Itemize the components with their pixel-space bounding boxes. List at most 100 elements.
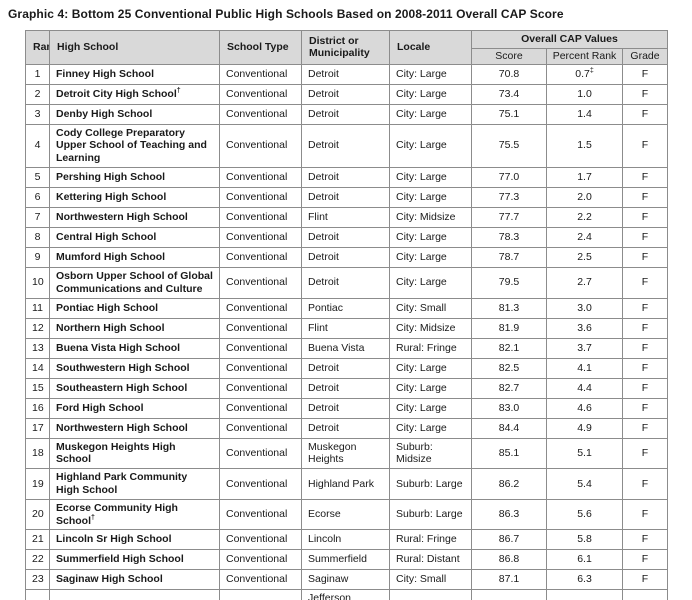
score-cell: 78.3	[471, 226, 547, 248]
percent-rank-cell: 4.9	[546, 417, 623, 439]
table-row: 12 Northern High School Conventional Fli…	[25, 317, 668, 339]
school-name-cell: Lincoln Sr High School	[49, 529, 220, 551]
grade-cell: F	[622, 317, 668, 339]
score-cell: 86.2	[471, 468, 547, 500]
locale-cell: City: Small	[389, 569, 472, 591]
grade-cell: F	[622, 498, 668, 531]
percent-rank-cell: 1.4	[546, 103, 623, 125]
percent-rank-value: 2.5	[577, 251, 592, 264]
percent-rank-cell: 6.1	[546, 549, 623, 571]
school-name: Lincoln Sr High School	[56, 533, 172, 546]
rank-cell: 12	[25, 317, 50, 339]
grade-cell: F	[622, 437, 668, 470]
table-row: 2 Detroit City High School† Conventional…	[25, 83, 668, 105]
school-name: Southeastern High School	[56, 381, 188, 394]
percent-rank-value: 2.0	[577, 191, 592, 204]
score-cell: 78.7	[471, 246, 547, 268]
school-name-cell: Osborn Upper School of Global Communicat…	[49, 266, 220, 299]
table-row: 5 Pershing High School Conventional Detr…	[25, 166, 668, 188]
grade-cell: F	[622, 357, 668, 379]
score-cell: 84.4	[471, 417, 547, 439]
grade-cell: F	[622, 206, 668, 228]
percent-rank-cell: 3.6	[546, 317, 623, 339]
district-cell: Detroit	[301, 417, 390, 439]
percent-rank-value: 5.4	[577, 477, 592, 490]
grade-cell: F	[622, 377, 668, 399]
school-type-cell: Conventional	[219, 357, 302, 379]
table-row: 17 Northwestern High School Conventional…	[25, 417, 668, 439]
percent-rank-value: 4.6	[577, 401, 592, 414]
table-row: 9 Mumford High School Conventional Detro…	[25, 246, 668, 268]
school-type-cell: Conventional	[219, 166, 302, 188]
school-name: Osborn Upper School of Global Communicat…	[56, 269, 213, 295]
percent-rank-value: 5.1	[577, 446, 592, 459]
school-name: Highland Park Community High School	[56, 471, 188, 496]
rank-cell: 15	[25, 377, 50, 399]
school-name-cell: Pontiac High School	[49, 297, 220, 319]
rank-cell: 18	[25, 437, 50, 470]
rank-cell: 1	[25, 63, 50, 85]
score-cell: 82.5	[471, 357, 547, 379]
district-cell: Saginaw	[301, 569, 390, 591]
table-row: 21 Lincoln Sr High School Conventional L…	[25, 529, 668, 551]
percent-rank-cell: 5.1	[546, 437, 623, 470]
score-cell: 86.3	[471, 498, 547, 531]
grade-cell: F	[622, 226, 668, 248]
school-type-cell: Conventional	[219, 226, 302, 248]
school-type-cell: Conventional	[219, 569, 302, 591]
grade-cell: F	[622, 83, 668, 105]
school-name: Mumford High School	[56, 251, 166, 264]
table-row: 23 Saginaw High School Conventional Sagi…	[25, 569, 668, 591]
percent-rank-value: 5.8	[577, 533, 592, 546]
locale-cell: City: Large	[389, 357, 472, 379]
percent-rank-cell: 4.6	[546, 397, 623, 419]
school-name: Muskegon Heights High School	[56, 440, 176, 466]
school-name: Finney High School	[56, 67, 155, 80]
percent-rank-value: 2.7	[577, 276, 592, 289]
school-name: Ford High School	[56, 401, 144, 414]
column-header-school-type: School Type	[219, 30, 302, 65]
table-row: 6 Kettering High School Conventional Det…	[25, 186, 668, 208]
school-name-cell: Mumford High School	[49, 246, 220, 268]
school-type-cell: Conventional	[219, 498, 302, 531]
table-row: 4 Cody College Preparatory Upper School …	[25, 123, 668, 168]
table-row: 10 Osborn Upper School of Global Communi…	[25, 266, 668, 299]
district-cell: Jefferson (Monroe)	[301, 589, 390, 600]
column-header-high-school: High School	[49, 30, 220, 65]
score-cell: 77.7	[471, 206, 547, 228]
school-name: Ecorse Community High School	[56, 501, 178, 527]
percent-rank-value: 4.4	[577, 381, 592, 394]
locale-cell: City: Large	[389, 166, 472, 188]
locale-cell: Suburb: Large	[389, 468, 472, 500]
score-cell: 70.8	[471, 63, 547, 85]
grade-cell: F	[622, 569, 668, 591]
table-body: 1 Finney High School Conventional Detroi…	[25, 63, 668, 600]
score-cell: 86.7	[471, 529, 547, 551]
district-cell: Lincoln	[301, 529, 390, 551]
school-name-cell: Ecorse Community High School†	[49, 498, 220, 531]
double-dagger-note: ‡	[589, 67, 594, 75]
school-name-cell: Northern High School	[49, 317, 220, 339]
rank-cell: 13	[25, 337, 50, 359]
school-type-cell: Conventional	[219, 529, 302, 551]
table-row: 8 Central High School Conventional Detro…	[25, 226, 668, 248]
score-cell: 79.5	[471, 266, 547, 299]
rank-cell: 22	[25, 549, 50, 571]
score-cell: 75.1	[471, 103, 547, 125]
score-cell: 82.7	[471, 377, 547, 399]
school-name: Detroit City High School	[56, 87, 177, 100]
grade-cell: F	[622, 63, 668, 85]
school-name: Pontiac High School	[56, 301, 159, 314]
score-cell: 83.0	[471, 397, 547, 419]
school-name-cell: Denby High School	[49, 103, 220, 125]
percent-rank-cell: 4.1	[546, 357, 623, 379]
school-name-cell: Northwestern High School	[49, 417, 220, 439]
school-name: Jefferson High School	[56, 599, 167, 600]
district-cell: Detroit	[301, 103, 390, 125]
locale-cell: Suburb: Large	[389, 498, 472, 531]
district-cell: Detroit	[301, 246, 390, 268]
percent-rank-value: 5.6	[577, 508, 592, 521]
column-header-district: District or Municipality	[301, 30, 390, 65]
percent-rank-cell: 1.5	[546, 123, 623, 168]
column-header-locale: Locale	[389, 30, 472, 65]
